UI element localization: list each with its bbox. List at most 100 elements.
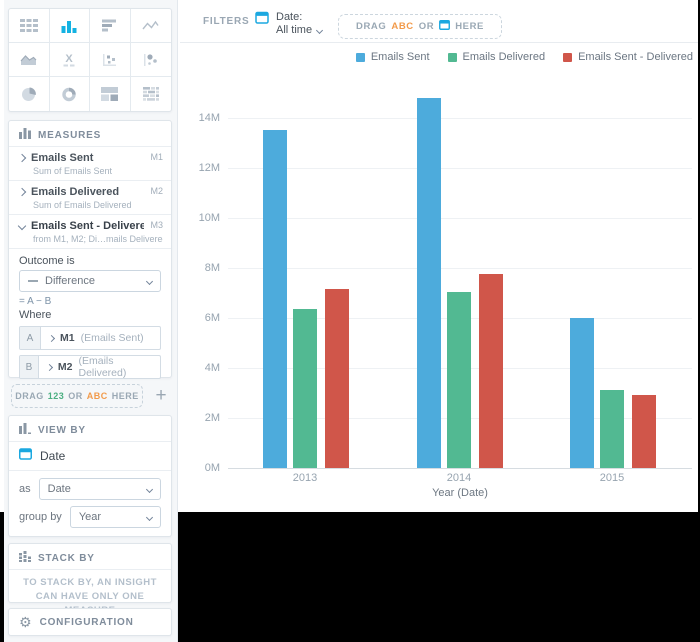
vis-type-pie-chart[interactable] <box>9 77 50 111</box>
measures-panel: MEASURES Emails Sent M1 Sum of Emails Se… <box>8 120 172 379</box>
vis-type-scatter-plot[interactable] <box>90 43 131 77</box>
divider <box>9 441 171 442</box>
gridline <box>228 118 692 119</box>
metric-token: 123 <box>47 391 65 401</box>
gridline <box>228 218 692 219</box>
gridline <box>228 168 692 169</box>
view-by-icon <box>19 423 31 437</box>
measure-tag: M1 <box>150 152 163 162</box>
chevron-right-icon[interactable] <box>17 187 27 197</box>
vis-type-heatmap[interactable] <box>131 77 172 111</box>
date-filter-value: All time <box>276 24 313 36</box>
stack-by-panel: STACK BY TO STACK BY, AN INSIGHT CAN HAV… <box>8 543 172 616</box>
measure-item-emails-sent-delivered[interactable]: Emails Sent - Delivered M3 from M1, M2; … <box>9 214 171 248</box>
divider <box>9 146 171 147</box>
vis-type-bar-chart[interactable] <box>90 9 131 43</box>
calendar-icon <box>439 20 451 33</box>
drop-zone-text: OR <box>418 21 435 32</box>
vis-type-line-chart[interactable] <box>130 9 171 43</box>
chevron-right-icon <box>45 363 53 371</box>
bar-emails-delivered-2015[interactable] <box>600 390 624 468</box>
vis-type-area-chart[interactable] <box>9 43 50 77</box>
measure-item-emails-delivered[interactable]: Emails Delivered M2 Sum of Emails Delive… <box>9 180 171 214</box>
view-by-header[interactable]: VIEW BY <box>9 416 171 441</box>
legend-swatch <box>563 52 573 62</box>
legend-label: Emails Delivered <box>462 51 546 63</box>
scatter-plot-icon <box>102 53 117 67</box>
legend-label: Emails Sent - Delivered <box>578 51 693 63</box>
measures-icon <box>19 128 31 142</box>
y-axis-label: 0M <box>204 462 220 474</box>
divider <box>9 470 171 471</box>
operand-a[interactable]: A M1 (Emails Sent) <box>19 326 161 350</box>
divider <box>9 248 171 249</box>
y-axis-label: 2M <box>204 412 220 424</box>
legend-item-emails-sent[interactable]: Emails Sent <box>355 51 430 63</box>
outcome-label: Outcome is <box>19 255 75 267</box>
table-icon <box>19 18 38 33</box>
chart-legend: Emails Sent Emails Delivered Emails Sent -… <box>355 51 693 63</box>
chevron-right-icon[interactable] <box>17 153 27 163</box>
divider <box>9 569 171 570</box>
as-select[interactable]: Date <box>38 478 161 500</box>
filter-drop-zone[interactable]: DRAG ABC OR HERE <box>338 14 502 39</box>
measure-item-emails-sent[interactable]: Emails Sent M1 Sum of Emails Sent <box>9 147 171 180</box>
vis-type-headline[interactable]: X <box>49 43 90 77</box>
attribute-token: ABC <box>391 21 414 32</box>
drop-zone-text: DRAG <box>355 21 387 32</box>
vis-type-picker: X <box>8 8 172 112</box>
bar-emails-sent-2013[interactable] <box>263 130 287 468</box>
measure-subtitle: from M1, M2; Di…mails Delivered <box>33 234 163 244</box>
formula-text: = A − B <box>19 296 52 307</box>
bar-emails-sent-2015[interactable] <box>570 318 594 468</box>
bar-emails-sent-delivered-2013[interactable] <box>325 289 349 468</box>
vis-type-donut-chart[interactable] <box>50 77 90 111</box>
bubble-chart-icon <box>143 53 158 67</box>
stack-by-icon <box>19 551 31 565</box>
filters-label: FILTERS <box>203 16 250 27</box>
view-by-panel: VIEW BY Date as Date <box>8 415 172 537</box>
area-chart-icon <box>20 53 37 66</box>
vis-type-bubble-chart[interactable] <box>130 43 171 77</box>
vis-type-treemap[interactable] <box>90 77 131 111</box>
bar-emails-sent-delivered-2014[interactable] <box>479 274 503 468</box>
group-by-select[interactable]: Year <box>69 506 161 528</box>
gridline <box>228 468 692 469</box>
vis-type-table[interactable] <box>9 9 50 43</box>
y-axis-label: 4M <box>204 362 220 374</box>
stack-by-header[interactable]: STACK BY <box>9 544 171 569</box>
operand-badge: A <box>20 327 41 349</box>
legend-item-emails-delivered[interactable]: Emails Delivered <box>447 51 546 63</box>
legend-item-emails-sent-delivered[interactable]: Emails Sent - Delivered <box>563 51 693 63</box>
calendar-icon <box>255 11 269 37</box>
measure-title: Emails Sent <box>31 152 94 164</box>
svg-text:X: X <box>66 53 74 65</box>
measure-drop-zone[interactable]: DRAG 123 OR ABC HERE <box>11 384 143 408</box>
bar-emails-delivered-2013[interactable] <box>293 309 317 468</box>
date-filter[interactable]: Date: All time <box>255 11 324 37</box>
view-by-attribute-date[interactable]: Date <box>9 442 171 470</box>
measures-header[interactable]: MEASURES <box>9 121 171 146</box>
configuration-panel[interactable]: ⚙ CONFIGURATION <box>8 608 172 636</box>
sidebar: X MEASURES <box>4 0 178 642</box>
date-filter-title: Date: <box>276 11 303 23</box>
chevron-down-icon <box>145 277 154 285</box>
bar-emails-sent-delivered-2015[interactable] <box>632 395 656 468</box>
y-axis-label: 8M <box>204 262 220 274</box>
measure-tag: M2 <box>150 186 163 196</box>
bar-emails-sent-2014[interactable] <box>417 98 441 468</box>
add-measure-button[interactable]: + <box>155 385 167 406</box>
measure-title: Emails Sent - Delivered <box>31 220 145 232</box>
drop-zone-text: HERE <box>455 21 484 32</box>
legend-label: Emails Sent <box>370 51 430 63</box>
as-label: as <box>19 483 31 495</box>
difference-icon <box>28 280 38 282</box>
operator-select[interactable]: Difference <box>19 270 161 292</box>
bar-emails-delivered-2014[interactable] <box>447 292 471 468</box>
vis-type-column-chart[interactable] <box>49 9 90 43</box>
headline-icon: X <box>61 53 77 67</box>
legend-swatch <box>355 52 365 62</box>
donut-chart-icon <box>61 87 77 102</box>
operand-b[interactable]: B M2 (Emails Delivered) <box>19 355 161 379</box>
chevron-down-icon[interactable] <box>17 221 27 231</box>
